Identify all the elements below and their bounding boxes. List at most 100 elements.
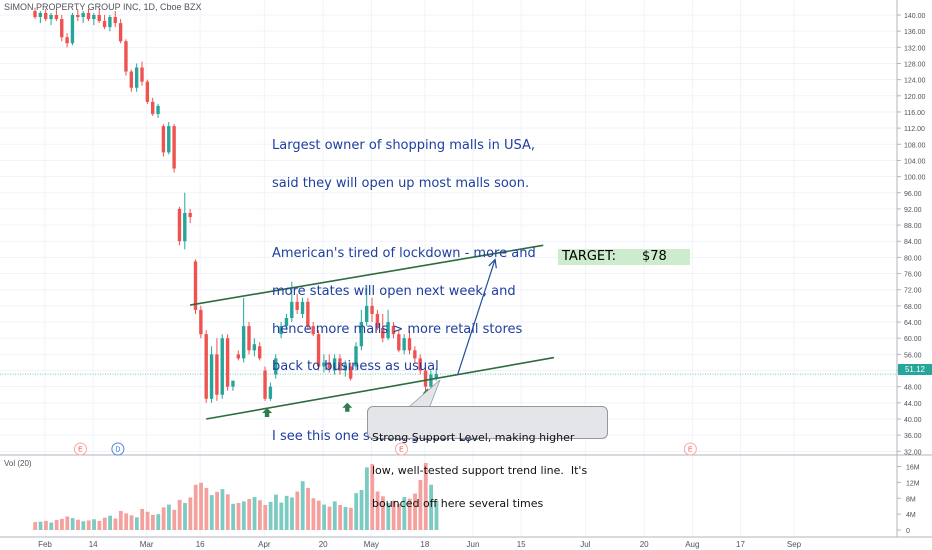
candle-body [220,338,224,395]
candle-body [348,366,353,379]
volume-bar [134,517,139,530]
candle-body [252,344,257,351]
candle-body [429,374,433,387]
callout-line: low, well-tested support trend line. It'… [372,464,588,477]
candle-body [258,346,262,359]
time-tick-label: 20 [640,540,649,549]
price-tick-label: 136.00 [904,29,926,36]
volume-bar [429,484,433,530]
volume-bar [311,498,316,530]
volume-bar [322,504,326,530]
volume-bar [199,482,203,530]
candle-body [172,126,176,169]
candle-body [76,15,80,18]
volume-bar [118,510,123,530]
price-tick-label: 36.00 [904,433,922,440]
price-tick-label: 108.00 [904,142,926,149]
time-tick-label: Jul [580,540,590,549]
volume-bar [295,491,300,530]
time-tick-label: Feb [38,540,52,549]
candle-body [322,362,326,367]
volume-bar [407,498,412,530]
time-tick-label: Apr [258,540,271,549]
analysis-note-line [272,216,536,223]
symbol-title: SIMON PROPERTY GROUP INC, 1D, Cboe BZX [4,2,202,12]
volume-bar [241,501,246,530]
volume-tick-label: 8M [906,496,916,503]
candle-body [300,301,305,314]
volume-tick-label: 0 [906,528,910,535]
target-value: $78 [642,249,667,264]
candle-body [129,71,133,88]
candle-body [268,386,273,399]
price-tick-label: 64.00 [904,320,922,327]
volume-bar [140,508,145,530]
candle-body [434,374,438,379]
analysis-note-line: said they will open up most malls soon. [272,175,530,191]
event-marker [73,442,87,456]
price-tick-label: 116.00 [904,110,925,117]
candle-body [274,358,278,375]
candle-body [188,212,192,217]
volume-bar [108,515,112,530]
support-arrow-icon [262,407,273,417]
candle-body [423,370,428,387]
candle-body [279,326,283,335]
volume-bar [81,521,86,530]
target-label-box: TARGET: $78 [558,249,690,265]
event-marker-label: E [78,447,83,454]
volume-bar [397,503,401,530]
volume-bar [151,514,155,530]
candle-body [263,370,267,399]
analysis-note-line: back to business as usual [272,359,439,375]
candle-body [247,326,251,351]
analysis-note-line: more states will open next week, and [272,283,516,299]
candle-body [81,12,85,18]
event-marker-label: E [688,447,693,454]
volume-bar [65,516,70,530]
candle-body [134,67,139,88]
price-tick-label: 100.00 [904,175,926,182]
candle-body [113,17,117,24]
candle-body [156,105,160,114]
candle-body [108,17,112,28]
volume-bar [274,494,278,530]
trendline-support-line [206,356,555,420]
candle-body [306,301,310,327]
candle-body [215,354,219,395]
candle-body [316,334,321,367]
candle-body [338,358,342,371]
volume-bar [161,507,166,530]
volume-bar [268,501,273,530]
time-tick-label: 20 [319,540,328,549]
volume-bar [402,497,407,530]
volume-bar [354,493,359,530]
time-tick-label: Mar [140,540,154,549]
price-tick-label: 40.00 [904,417,922,424]
price-tick-label: 88.00 [904,223,922,230]
price-tick-label: 60.00 [904,336,922,343]
event-marker [111,442,125,456]
candle-body [38,12,43,18]
target-label: TARGET: [562,249,617,264]
candle-body [381,328,385,339]
price-tick-label: 96.00 [904,191,922,198]
candle-body [60,19,64,38]
time-tick-label: 16 [196,540,205,549]
candle-body [33,10,37,18]
volume-bar [209,495,214,530]
volume-bar [290,497,294,530]
analysis-note-line: Largest owner of shopping malls in USA, [272,138,536,154]
volume-bar [167,504,171,530]
candle-body [407,338,412,351]
projection-arrow-head [488,258,497,269]
volume-bar [284,495,289,530]
candle-body [209,354,214,399]
candle-body [241,326,246,359]
price-tick-label: 140.00 [904,13,926,20]
time-tick-label: Sep [787,540,802,549]
volume-bar [76,519,80,530]
volume-tick-label: 4M [906,512,916,519]
